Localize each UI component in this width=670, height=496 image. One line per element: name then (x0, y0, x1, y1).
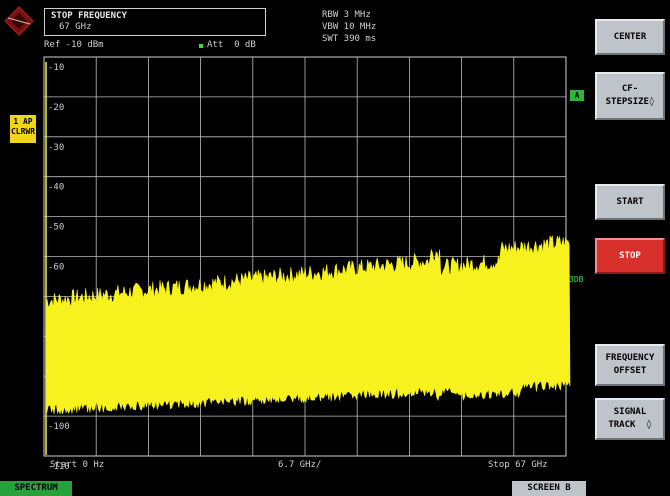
entry-value: 67 GHz (59, 22, 92, 32)
y-axis-label: -50 (48, 223, 64, 233)
3db-label: 3DB (569, 275, 584, 284)
spectrum-tab[interactable]: SPECTRUM (0, 481, 72, 496)
y-axis-label: -40 (48, 183, 64, 193)
signal-track-softkey[interactable]: SIGNAL TRACK ◊ (595, 398, 665, 440)
softkey-label: CENTER (613, 31, 647, 42)
span-per-div-label: 6.7 GHz/ (278, 460, 322, 470)
y-axis-label: -60 (48, 263, 64, 273)
screen-b-tab[interactable]: SCREEN B (512, 481, 586, 496)
y-axis-label: -20 (48, 103, 64, 113)
y-axis-label: -30 (48, 143, 64, 153)
softkey-label: CF- STEPSIZE◊ (605, 84, 655, 107)
stop-softkey[interactable]: STOP (595, 238, 665, 274)
rbw-label: RBW 3 MHz (322, 10, 371, 20)
plot-frame (43, 56, 567, 457)
attenuation-label: Att 0 dB (207, 40, 256, 50)
softkey-label: START (616, 196, 644, 207)
att-indicator-icon (199, 44, 203, 48)
spectrum-trace (45, 234, 571, 416)
y-axis-label: -100 (48, 422, 70, 432)
rohde-schwarz-logo-icon (4, 6, 34, 36)
y-axis-labels: -10-20-30-40-50-60-70-100-110 (48, 63, 70, 472)
data-entry-box[interactable]: STOP FREQUENCY 67 GHz (44, 8, 266, 36)
trace-detector-label: 1 AP (13, 117, 33, 126)
softkey-label: SIGNAL TRACK ◊ (608, 407, 652, 430)
sweep-time-label: SWT 390 ms (322, 34, 377, 44)
ref-level-label: Ref -10 dBm (44, 40, 104, 50)
softkey-label: FREQUENCY OFFSET (605, 353, 655, 376)
start-softkey[interactable]: START (595, 184, 665, 220)
marker-a-badge: A (570, 90, 584, 101)
y-axis-label: -10 (48, 63, 64, 73)
stop-frequency-label: Stop 67 GHz (488, 460, 548, 470)
vbw-label: VBW 10 MHz (322, 22, 377, 32)
trace-mode-label: CLRWR (10, 127, 36, 136)
plot-grid (43, 56, 567, 457)
cf-stepsize-softkey[interactable]: CF- STEPSIZE◊ (595, 72, 665, 120)
entry-title: STOP FREQUENCY (51, 11, 127, 21)
center-softkey[interactable]: CENTER (595, 19, 665, 55)
frequency-offset-softkey[interactable]: FREQUENCY OFFSET (595, 344, 665, 386)
start-frequency-label: Start 0 Hz (50, 460, 105, 470)
trace-mode-badge: 1 AP CLRWR (10, 115, 36, 143)
softkey-label: STOP (619, 250, 641, 261)
y-axis-label: -70 (48, 302, 64, 312)
